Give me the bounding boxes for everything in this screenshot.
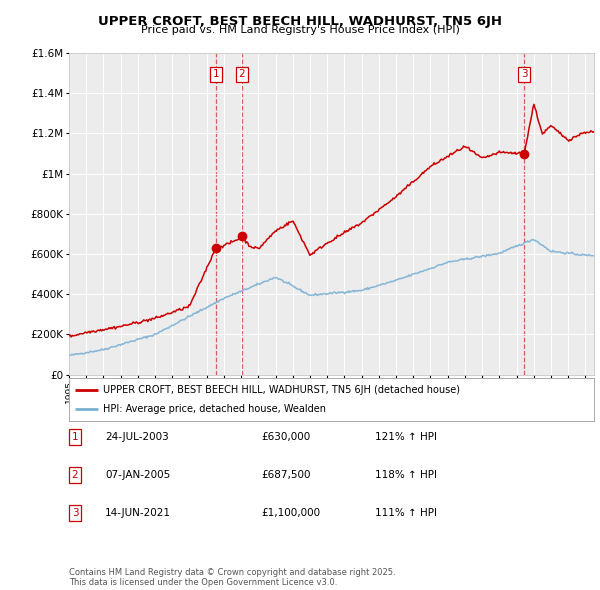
Text: £630,000: £630,000 [261, 432, 310, 441]
Text: Contains HM Land Registry data © Crown copyright and database right 2025.
This d: Contains HM Land Registry data © Crown c… [69, 568, 395, 587]
Text: 3: 3 [71, 509, 79, 518]
Text: HPI: Average price, detached house, Wealden: HPI: Average price, detached house, Weal… [103, 404, 326, 414]
Text: 111% ↑ HPI: 111% ↑ HPI [375, 509, 437, 518]
Text: 1: 1 [71, 432, 79, 441]
Text: 14-JUN-2021: 14-JUN-2021 [105, 509, 171, 518]
Text: Price paid vs. HM Land Registry's House Price Index (HPI): Price paid vs. HM Land Registry's House … [140, 25, 460, 35]
Text: £1,100,000: £1,100,000 [261, 509, 320, 518]
Text: 1: 1 [213, 69, 220, 79]
Text: UPPER CROFT, BEST BEECH HILL, WADHURST, TN5 6JH: UPPER CROFT, BEST BEECH HILL, WADHURST, … [98, 15, 502, 28]
Text: 07-JAN-2005: 07-JAN-2005 [105, 470, 170, 480]
Text: UPPER CROFT, BEST BEECH HILL, WADHURST, TN5 6JH (detached house): UPPER CROFT, BEST BEECH HILL, WADHURST, … [103, 385, 460, 395]
Text: £687,500: £687,500 [261, 470, 311, 480]
Text: 118% ↑ HPI: 118% ↑ HPI [375, 470, 437, 480]
Text: 24-JUL-2003: 24-JUL-2003 [105, 432, 169, 441]
Text: 3: 3 [521, 69, 527, 79]
Text: 121% ↑ HPI: 121% ↑ HPI [375, 432, 437, 441]
Text: 2: 2 [71, 470, 79, 480]
Text: 2: 2 [238, 69, 245, 79]
